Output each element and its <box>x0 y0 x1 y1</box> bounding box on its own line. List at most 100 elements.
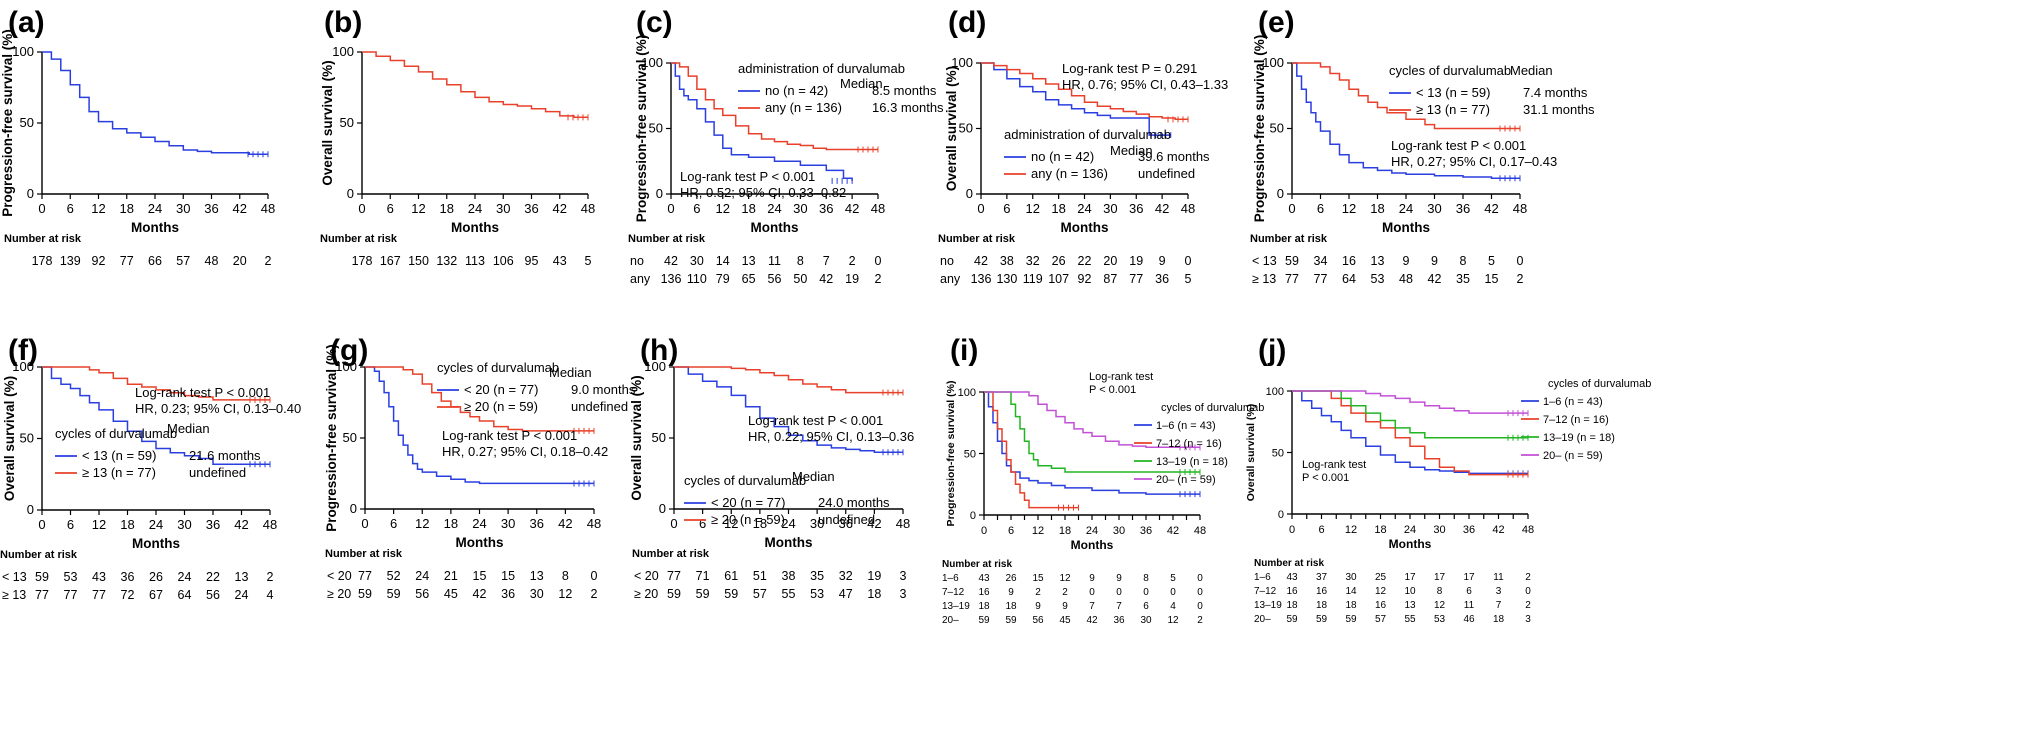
risk-value: 110 <box>687 272 707 286</box>
x-tick-label: 6 <box>1008 525 1014 537</box>
risk-value: 15 <box>473 569 487 583</box>
risk-value: 57 <box>1375 614 1387 625</box>
risk-value: 9 <box>1159 254 1166 268</box>
risk-row-label: < 20 <box>327 569 352 583</box>
risk-value: 42 <box>1086 615 1098 626</box>
panel-a: (a) 0 50 100 0 6 12 18 24 30 36 42 48 Months Progressi… <box>0 6 275 268</box>
x-tick-label: 18 <box>120 201 134 216</box>
risk-value: 53 <box>810 587 824 601</box>
y-tick-label: 0 <box>966 186 973 201</box>
risk-value: 61 <box>724 569 738 583</box>
x-axis-title: Months <box>1389 537 1432 551</box>
risk-value: 53 <box>1434 614 1446 625</box>
risk-value: 15 <box>1485 272 1499 286</box>
risk-value: 16 <box>1316 586 1328 597</box>
risk-value: 10 <box>1404 586 1416 597</box>
risk-value: 55 <box>782 587 796 601</box>
y-tick-label: 50 <box>343 430 357 445</box>
x-tick-label: 24 <box>1399 201 1413 216</box>
curve-blue <box>674 366 903 453</box>
risk-value: 46 <box>1463 614 1475 625</box>
x-tick-label: 6 <box>1317 201 1324 216</box>
risk-value: 50 <box>793 272 807 286</box>
x-tick-label: 18 <box>741 201 755 216</box>
risk-value: 48 <box>1399 272 1413 286</box>
x-tick-label: 18 <box>440 201 454 216</box>
risk-value: 38 <box>1000 254 1014 268</box>
legend-title: cycles of durvalumab <box>1548 378 1651 390</box>
logrank-text: Log-rank test <box>1302 459 1366 471</box>
risk-row-label: 13–19 <box>942 601 970 612</box>
risk-header: Number at risk <box>0 549 78 561</box>
x-tick-label: 36 <box>1456 201 1470 216</box>
risk-value: 20 <box>233 254 247 268</box>
logrank-text: Log-rank test P < 0.001 <box>680 169 815 184</box>
risk-value: 92 <box>92 254 106 268</box>
legend: cycles of durvalumab 1–6 (n = 43) 7–12 (n … <box>1134 402 1264 486</box>
risk-row-label: ≥ 20 <box>327 587 351 601</box>
y-tick-label: 0 <box>27 502 34 517</box>
risk-value: 14 <box>716 254 730 268</box>
x-tick-label: 0 <box>977 201 984 216</box>
risk-value: 136 <box>971 272 992 286</box>
legend-label: any (n = 136) <box>765 100 842 115</box>
legend-label: 7–12 (n = 16) <box>1543 414 1609 426</box>
risk-value: 2 <box>1035 587 1041 598</box>
x-axis-title: Months <box>456 535 504 550</box>
risk-row-label: < 13 <box>1252 254 1277 268</box>
legend-median-header: Median <box>840 76 883 91</box>
x-tick-label: 6 <box>1003 201 1010 216</box>
x-tick-label: 12 <box>1345 524 1357 536</box>
legend-title: cycles of durvalumab <box>1161 402 1264 414</box>
x-tick-label: 24 <box>149 517 163 532</box>
x-tick-label: 0 <box>981 525 987 537</box>
risk-value: 59 <box>1286 614 1298 625</box>
risk-value: 178 <box>352 254 373 268</box>
risk-value: 18 <box>1316 600 1328 611</box>
x-tick-label: 48 <box>263 517 277 532</box>
risk-value: 43 <box>1286 572 1298 583</box>
risk-value: 5 <box>585 254 592 268</box>
x-tick-label: 24 <box>472 516 486 531</box>
risk-value: 167 <box>380 254 401 268</box>
risk-value: 132 <box>436 254 457 268</box>
x-tick-label: 12 <box>1032 525 1044 537</box>
risk-value: 65 <box>742 272 756 286</box>
x-tick-label: 30 <box>1103 201 1117 216</box>
x-tick-label: 18 <box>753 516 767 531</box>
legend-title: cycles of durvalumab <box>55 426 177 441</box>
x-tick-label: 36 <box>1463 524 1475 536</box>
risk-value: 95 <box>525 254 539 268</box>
x-tick-label: 12 <box>411 201 425 216</box>
risk-value: 43 <box>92 570 106 584</box>
x-tick-label: 48 <box>871 201 885 216</box>
y-tick-label: 50 <box>959 121 973 136</box>
panel-label: (b) <box>324 6 362 39</box>
legend-median: undefined <box>189 465 246 480</box>
legend: cycles of durvalumab 1–6 (n = 43) 7–12 (n … <box>1521 378 1651 462</box>
risk-row-label: ≥ 13 <box>1252 272 1276 286</box>
hr-text: HR, 0.27; 95% CI, 0.17–0.43 <box>1391 154 1557 169</box>
x-tick-label: 6 <box>693 201 700 216</box>
x-tick-label: 30 <box>810 516 824 531</box>
risk-value: 2 <box>1525 600 1531 611</box>
x-tick-label: 42 <box>1155 201 1169 216</box>
curve-red <box>674 366 903 394</box>
risk-value: 42 <box>664 254 678 268</box>
curve-blue <box>981 62 1171 136</box>
panel-h: (h) 0 50 100 0 6 12 18 24 30 36 42 48 Months Overall s… <box>629 334 914 601</box>
risk-row-label: no <box>940 254 954 268</box>
legend-label: 20– (n = 59) <box>1543 450 1603 462</box>
x-axis-title: Months <box>1061 220 1109 235</box>
risk-value: 4 <box>267 588 274 602</box>
legend-label: < 20 (n = 77) <box>711 495 785 510</box>
risk-value: 53 <box>64 570 78 584</box>
x-tick-label: 48 <box>581 201 595 216</box>
risk-value: 9 <box>1116 573 1122 584</box>
risk-value: 22 <box>206 570 220 584</box>
risk-value: 56 <box>206 588 220 602</box>
x-tick-label: 0 <box>38 201 45 216</box>
risk-value: 136 <box>661 272 682 286</box>
x-tick-label: 18 <box>120 517 134 532</box>
risk-value: 5 <box>1170 573 1176 584</box>
